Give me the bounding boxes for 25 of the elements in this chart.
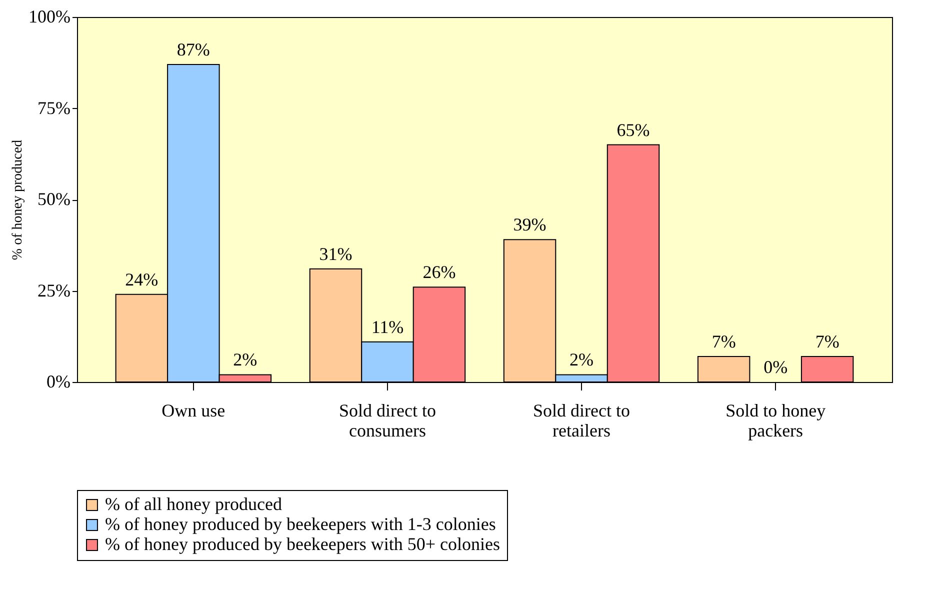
y-axis-title: % of honey produced xyxy=(10,140,26,260)
legend-label: % of all honey produced xyxy=(105,494,282,514)
data-label: 26% xyxy=(422,262,456,282)
x-tick-label: Sold direct to retailers xyxy=(533,400,630,440)
legend-label: % of honey produced by beekeepers with 50+ colonies xyxy=(105,534,500,554)
data-label: 11% xyxy=(371,316,404,337)
x-tick-label: Sold to honey packers xyxy=(726,400,826,440)
legend-label: % of honey produced by beekeepers with 1-3 colonies xyxy=(105,514,496,534)
data-label: 65% xyxy=(616,120,650,140)
data-label: 7% xyxy=(712,331,736,352)
x-tick-label: Sold direct to consumers xyxy=(338,400,436,440)
y-tick-label: 50% xyxy=(38,189,70,209)
data-label: 87% xyxy=(176,39,210,60)
x-tick-label: Own use xyxy=(162,400,226,420)
data-label: 2% xyxy=(233,350,258,370)
y-tick-label: 0% xyxy=(46,372,70,392)
y-tick-label: 75% xyxy=(38,98,70,118)
data-label: 0% xyxy=(764,357,788,377)
data-label: 31% xyxy=(319,244,352,264)
data-label: 2% xyxy=(570,350,594,370)
y-tick-label: 100% xyxy=(28,6,70,26)
data-label: 7% xyxy=(815,331,840,352)
data-label: 24% xyxy=(125,269,158,290)
data-label: 39% xyxy=(513,214,546,235)
y-tick-label: 25% xyxy=(38,280,70,300)
